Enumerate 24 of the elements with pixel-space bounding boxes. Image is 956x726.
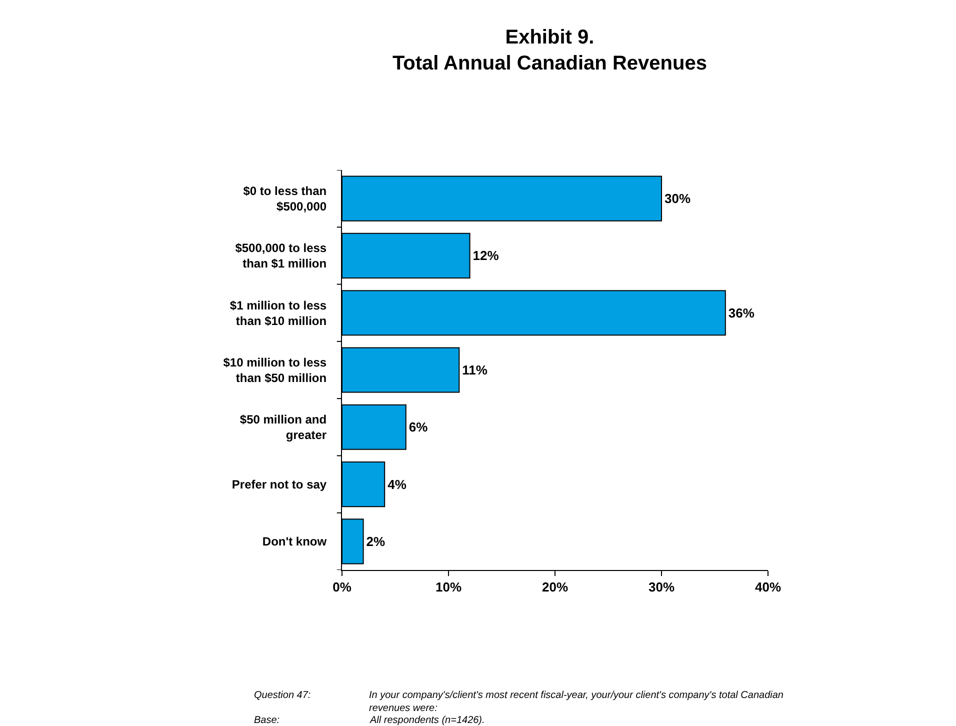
y-tick-label: $10 million to less than $50 million (223, 355, 327, 385)
data-label: 4% (388, 476, 407, 492)
text: In your company's/client's most recent fiscal-year, your/your client's company's total Canadian revenues were: (369, 690, 784, 714)
x-tick-label: 10% (435, 580, 462, 595)
y-tick-label: $50 million and greater (240, 412, 327, 442)
y-tick-label: Prefer not to say (232, 477, 327, 492)
y-tick-label: Don't know (262, 534, 328, 549)
text: Question 47: (254, 690, 311, 701)
y-tick-label: $500,000 to less than $1 million (235, 241, 327, 271)
x-tick-label: 20% (542, 580, 568, 595)
data-label: 11% (462, 362, 488, 378)
data-label: 6% (408, 420, 428, 435)
data-label: 36% (728, 305, 755, 320)
data-label: 30% (664, 191, 691, 206)
x-tick-label: 30% (648, 580, 675, 595)
y-tick-label: $1 million to less than $10 million (230, 298, 327, 328)
text: All respondents (n=1426). (369, 715, 485, 726)
x-tick-label: 0% (332, 580, 352, 595)
x-tick-label: 40% (754, 580, 782, 595)
text: Base: (254, 715, 280, 726)
data-label: 2% (366, 534, 386, 549)
chart-title: Exhibit 9. Total Annual Canadian Revenues (392, 26, 707, 75)
data-label: 12% (472, 248, 500, 264)
y-tick-label: $0 to less than $500,000 (243, 184, 327, 214)
